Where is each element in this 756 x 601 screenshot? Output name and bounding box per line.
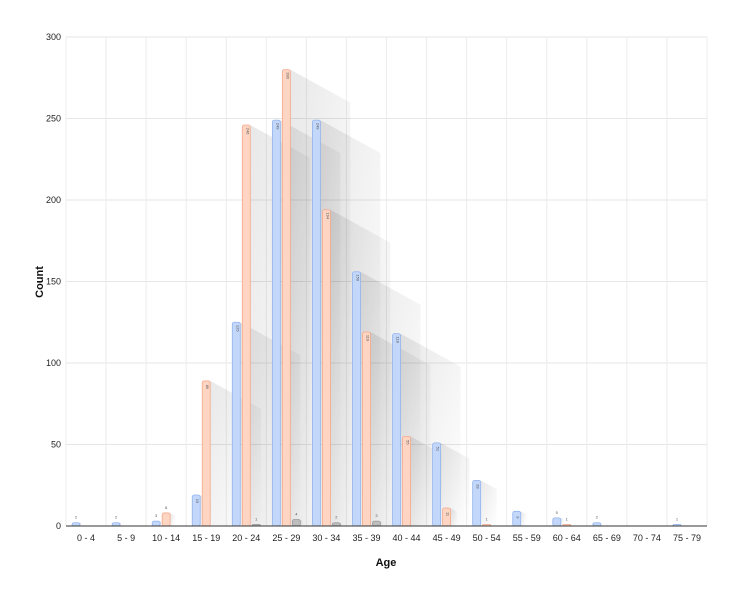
x-tick-label: 60 - 64 [553,533,581,543]
bar [352,271,361,527]
bar-value-label: 246 [245,128,250,135]
bar-value-label: 5 [556,510,559,515]
bar-value-label: 249 [275,123,280,130]
bar-value-label: 2 [335,515,338,520]
y-tick-label: 200 [46,195,61,205]
bar [161,512,171,527]
bar [362,331,371,527]
bar-value-label: 1 [566,516,569,521]
bar-shadow [380,521,383,526]
axes: 0 50 100 150 200 250 300 0 - 4 5 - 9 10 - 14 15 - … [46,32,707,543]
bar-value-label: 125 [235,325,240,332]
bar-value-label: 118 [396,336,401,343]
x-tick-label: 55 - 59 [513,533,541,543]
bar-shadow [120,522,122,526]
x-tick-label: 5 - 9 [117,533,135,543]
bar-shadow [480,480,497,526]
bar-shadow [340,522,342,526]
bar-value-label: 2 [596,515,599,520]
bar-value-labels: 2 2 38198912524612492804249194215611931185… [75,72,679,521]
bar-shadow [560,517,564,526]
bar [322,209,331,527]
bar-shadow [80,522,82,526]
bar-shadows [80,69,682,527]
bar-value-label: 89 [205,385,210,390]
x-tick-label: 30 - 34 [312,533,340,543]
x-axis-title: Age [376,557,397,569]
x-tick-label: 70 - 74 [633,533,661,543]
x-tick-label: 20 - 24 [232,533,260,543]
bar [312,119,321,527]
bar [151,520,161,527]
bar-value-label: 8 [165,505,168,510]
bar-value-label: 1 [486,516,489,521]
y-tick-label: 0 [56,521,61,531]
bar-value-label: 1 [255,516,258,521]
bar [432,442,441,527]
x-tick-label: 75 - 79 [673,533,701,543]
y-axis-title: Count [34,266,46,298]
bar-value-label: 119 [365,335,370,342]
bar-value-label: 280 [285,72,290,79]
x-tick-label: 65 - 69 [593,533,621,543]
bar [442,507,451,527]
y-tick-label: 50 [51,440,61,450]
bar-value-label: 2 [115,515,118,520]
bar-value-label: 194 [325,212,330,219]
bar [231,321,241,527]
bar-value-label: 51 [436,447,441,452]
bar-value-label: 19 [195,499,200,504]
bar-shadow [520,511,526,526]
x-tick-label: 40 - 44 [393,533,421,543]
x-tick-label: 15 - 19 [192,533,220,543]
x-tick-label: 25 - 29 [272,533,300,543]
x-tick-label: 45 - 49 [433,533,461,543]
bar-shadow [450,508,457,526]
bar-value-label: 3 [375,513,378,518]
x-tick-label: 50 - 54 [473,533,501,543]
bar-shadow [160,521,162,526]
x-tick-label: 35 - 39 [352,533,380,543]
bar [372,520,381,527]
bar-value-label: 4 [295,511,298,516]
bar [512,510,522,527]
bar-shadow [600,522,602,526]
bar-value-label: 11 [446,512,451,517]
x-tick-label: 0 - 4 [77,533,95,543]
bar [201,380,211,527]
bar [392,333,401,527]
bar-value-label: 28 [476,484,481,489]
bar-shadow [440,442,470,526]
x-tick-label: 10 - 14 [152,533,180,543]
bar [241,124,251,527]
bar [281,69,291,527]
bar-value-label: 1 [676,516,679,521]
bar [291,519,301,527]
bar [402,435,411,527]
bar-value-label: 3 [155,513,158,518]
bar-shadow [300,519,303,526]
bar-value-label: 9 [516,516,521,519]
y-tick-label: 300 [46,32,61,42]
y-tick-label: 250 [46,114,61,124]
bar [271,119,281,527]
bar-value-label: 55 [406,440,411,445]
bar-value-label: 156 [355,274,360,281]
bar-shadow [170,512,175,526]
bar [552,517,562,527]
bar-value-label: 249 [315,123,320,130]
y-tick-label: 100 [46,358,61,368]
y-tick-label: 150 [46,277,61,287]
bar-value-label: 2 [75,515,78,520]
